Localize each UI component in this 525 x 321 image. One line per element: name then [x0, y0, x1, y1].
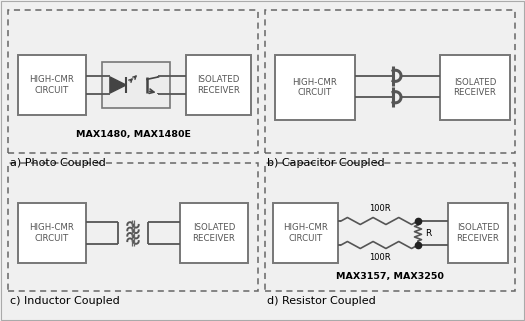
Bar — [18, 55, 86, 115]
Bar — [275, 55, 355, 120]
Polygon shape — [110, 77, 126, 93]
Text: ISOLATED
RECEIVER: ISOLATED RECEIVER — [197, 75, 240, 95]
Text: MAX3157, MAX3250: MAX3157, MAX3250 — [336, 273, 444, 282]
Bar — [180, 203, 248, 263]
Text: d) Resistor Coupled: d) Resistor Coupled — [267, 296, 376, 306]
Text: 100R: 100R — [369, 204, 390, 213]
Text: R: R — [425, 229, 431, 238]
Bar — [265, 10, 515, 153]
Bar — [448, 203, 508, 263]
Text: HIGH-CMR
CIRCUIT: HIGH-CMR CIRCUIT — [29, 223, 75, 243]
Text: ISOLATED
RECEIVER: ISOLATED RECEIVER — [454, 78, 497, 97]
Bar — [102, 62, 170, 108]
Bar — [273, 203, 338, 263]
Bar — [8, 10, 258, 153]
Text: b) Capacitor Coupled: b) Capacitor Coupled — [267, 158, 385, 168]
Bar — [265, 163, 515, 291]
Text: ISOLATED
RECEIVER: ISOLATED RECEIVER — [457, 223, 499, 243]
Text: HIGH-CMR
CIRCUIT: HIGH-CMR CIRCUIT — [283, 223, 328, 243]
Bar — [440, 55, 510, 120]
Text: a) Photo Coupled: a) Photo Coupled — [10, 158, 106, 168]
Text: ISOLATED
RECEIVER: ISOLATED RECEIVER — [193, 223, 235, 243]
Bar — [8, 163, 258, 291]
Bar — [18, 203, 86, 263]
Text: MAX1480, MAX1480E: MAX1480, MAX1480E — [76, 131, 191, 140]
Bar — [186, 55, 251, 115]
Text: HIGH-CMR
CIRCUIT: HIGH-CMR CIRCUIT — [292, 78, 338, 97]
Text: HIGH-CMR
CIRCUIT: HIGH-CMR CIRCUIT — [29, 75, 75, 95]
Text: 100R: 100R — [369, 253, 390, 262]
Text: c) Inductor Coupled: c) Inductor Coupled — [10, 296, 120, 306]
